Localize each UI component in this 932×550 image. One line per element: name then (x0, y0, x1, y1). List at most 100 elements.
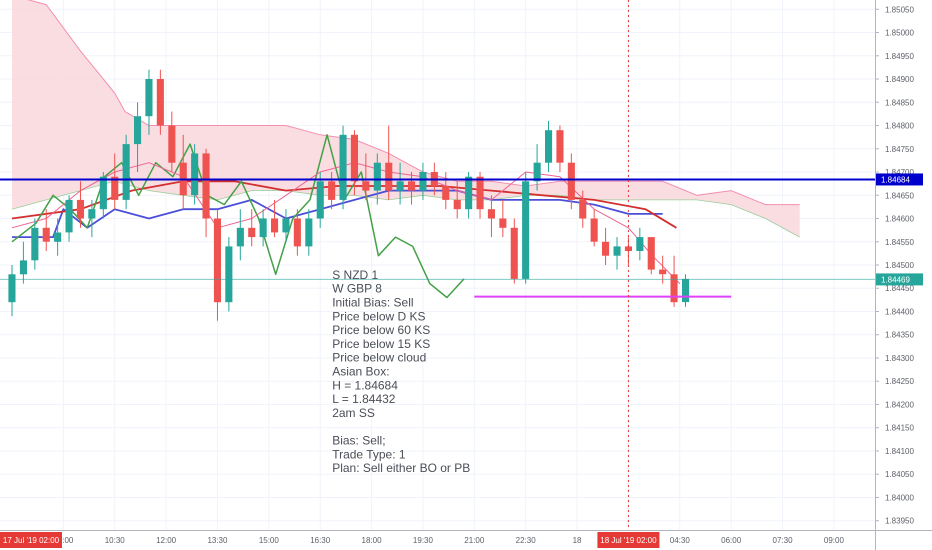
candle-body (419, 172, 427, 191)
candle-body (590, 218, 598, 242)
candle-body (145, 79, 153, 117)
candle-body (556, 130, 564, 163)
candle-body (282, 218, 290, 233)
candle-body (122, 144, 130, 200)
price-tick-label: 1.84000 (885, 493, 914, 502)
candle-body (88, 209, 96, 219)
annotation-line: Asian Box: (332, 365, 389, 379)
candle-body (339, 134, 347, 200)
time-tick-label: 07:30 (773, 536, 794, 545)
price-tick-label: 1.84900 (885, 75, 914, 84)
candle-body (259, 218, 267, 238)
candle-body (487, 209, 495, 219)
start-time-tag-background (0, 532, 62, 548)
price-tick-label: 1.84150 (885, 424, 914, 433)
candle-body (670, 274, 678, 303)
price-tick-label: 1.84600 (885, 215, 914, 224)
candle-body (408, 181, 416, 191)
candle-body (134, 116, 142, 145)
candle-body (316, 181, 324, 219)
annotation-line: Price below 60 KS (332, 323, 430, 337)
candle-body (579, 199, 587, 219)
candle-body (293, 218, 301, 247)
time-tick-label: 21:00 (464, 536, 485, 545)
candle-body (350, 134, 358, 182)
candle-body (659, 269, 667, 275)
time-tick-label: 09:00 (824, 536, 845, 545)
cursor-time-tag: 18 Jul '19 02:00 (600, 536, 657, 545)
time-tick-label: 13:30 (207, 536, 228, 545)
candle-body (328, 181, 336, 200)
time-tick-label: 09:00 (53, 536, 74, 545)
price-tick-label: 1.84050 (885, 470, 914, 479)
candle-body (111, 176, 119, 200)
price-tick-label: 1.84500 (885, 261, 914, 270)
price-tick-label: 1.84250 (885, 377, 914, 386)
annotation-line: Bias: Sell; (332, 434, 385, 448)
candle-body (213, 218, 221, 303)
candle-body (545, 130, 553, 163)
time-tick-label: 06:00 (721, 536, 742, 545)
candle-body (19, 260, 27, 275)
candle-body (647, 237, 655, 270)
price-tick-label: 1.84100 (885, 447, 914, 456)
candle-body (248, 227, 256, 238)
candle-body (271, 218, 279, 233)
price-tick-label: 1.84350 (885, 331, 914, 340)
time-tick-label: 04:30 (670, 536, 691, 545)
time-tick-label: 15:00 (259, 536, 280, 545)
price-tick-label: 1.83950 (885, 517, 914, 526)
time-tick-label: 18 (573, 536, 582, 545)
time-tick-label: 22:30 (516, 536, 537, 545)
price-tick-label: 1.84550 (885, 238, 914, 247)
asian-box-levels[interactable] (0, 0, 875, 530)
price-tick-label: 1.85000 (885, 29, 914, 38)
price-tick-label: 1.84200 (885, 400, 914, 409)
candle-body (225, 246, 233, 303)
annotation-line: 2am SS (332, 406, 375, 420)
candlesticks (8, 69, 690, 321)
candle-body (442, 186, 450, 200)
annotation-line: Plan: Sell either BO or PB (332, 461, 470, 475)
price-tick-label: 1.84950 (885, 52, 914, 61)
candle-body (31, 227, 39, 261)
candle-body (567, 162, 575, 200)
candle-body (522, 181, 530, 279)
time-tick-label: 16:30 (310, 536, 331, 545)
current-price-tag: 1.84469 (881, 275, 910, 284)
price-tick-label: 1.84400 (885, 307, 914, 316)
candle-body (99, 176, 107, 210)
candle-body (168, 125, 176, 163)
start-time-tag: 17 Jul '19 02:00 (3, 536, 60, 545)
candle-body (156, 79, 164, 126)
price-tick-label: 1.84850 (885, 98, 914, 107)
annotation-line: Trade Type: 1 (332, 447, 406, 461)
candle-body (602, 241, 610, 256)
candle-body (76, 199, 84, 219)
time-tick-label: 18:00 (362, 536, 383, 545)
candle-body (202, 153, 210, 219)
annotation-line: S NZD 1 (332, 268, 378, 282)
cursor-time-tag-background (597, 532, 660, 548)
candle-body (510, 227, 518, 279)
candle-body (636, 237, 644, 251)
price-tick-label: 1.84450 (885, 284, 914, 293)
candle-body (533, 162, 541, 182)
annotation-line: Price below cloud (332, 351, 426, 365)
candle-body (362, 181, 370, 191)
price-tick-label: 1.84750 (885, 145, 914, 154)
asian-high-price-tag: 1.84684 (881, 175, 910, 184)
price-tick-label: 1.85050 (885, 5, 914, 14)
candle-body (385, 162, 393, 191)
candle-body (8, 274, 16, 303)
candle-body (191, 153, 199, 196)
candle-body (465, 176, 473, 210)
candle-body (613, 246, 621, 256)
price-tick-label: 1.84650 (885, 191, 914, 200)
time-tick-label: 12:00 (156, 536, 177, 545)
candle-body (65, 199, 73, 233)
annotation-line: Initial Bias: Sell (332, 296, 413, 310)
